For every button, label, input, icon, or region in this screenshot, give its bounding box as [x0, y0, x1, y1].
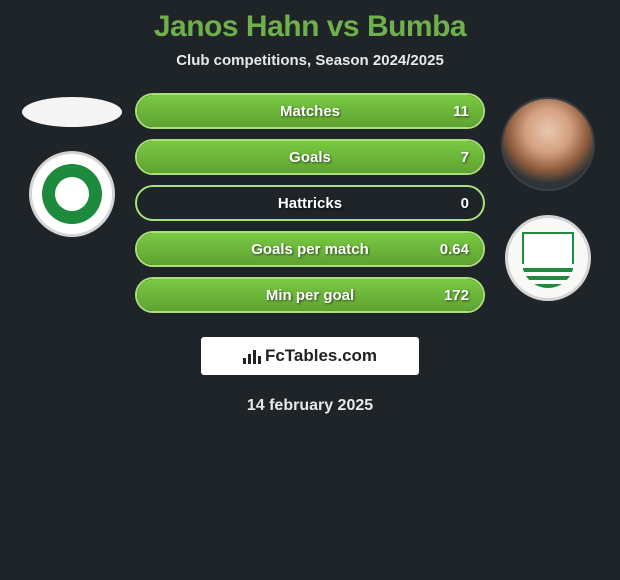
stat-bars: Matches 11 Goals 7 Hattricks 0 Goals per… [135, 93, 485, 313]
stat-bar-matches: Matches 11 [135, 93, 485, 129]
right-club-badge-icon [505, 215, 591, 301]
stat-value: 0 [461, 187, 469, 219]
stat-label: Hattricks [137, 187, 483, 219]
headline: Janos Hahn vs Bumba [154, 10, 466, 44]
left-club-badge-icon [29, 151, 115, 237]
stat-label: Goals per match [137, 233, 483, 265]
stat-bar-goals: Goals 7 [135, 139, 485, 175]
stat-bar-hattricks: Hattricks 0 [135, 185, 485, 221]
stat-bar-min-per-goal: Min per goal 172 [135, 277, 485, 313]
right-player-column [493, 93, 603, 301]
stat-value: 7 [461, 141, 469, 173]
right-player-photo [501, 97, 595, 191]
stat-value: 0.64 [440, 233, 469, 265]
sub-headline: Club competitions, Season 2024/2025 [176, 52, 444, 69]
infographic-root: Janos Hahn vs Bumba Club competitions, S… [0, 0, 620, 415]
bar-chart-icon [243, 348, 263, 364]
stat-bar-goals-per-match: Goals per match 0.64 [135, 231, 485, 267]
comparison-row: Matches 11 Goals 7 Hattricks 0 Goals per… [0, 93, 620, 313]
stat-label: Goals [137, 141, 483, 173]
stat-label: Min per goal [137, 279, 483, 311]
date-stamp: 14 february 2025 [247, 397, 373, 415]
stat-value: 11 [453, 95, 469, 127]
brand-watermark: FcTables.com [201, 337, 419, 375]
brand-text: FcTables.com [265, 346, 377, 366]
stat-value: 172 [444, 279, 469, 311]
stat-label: Matches [137, 95, 483, 127]
left-player-photo [22, 97, 122, 127]
left-player-column [17, 93, 127, 237]
